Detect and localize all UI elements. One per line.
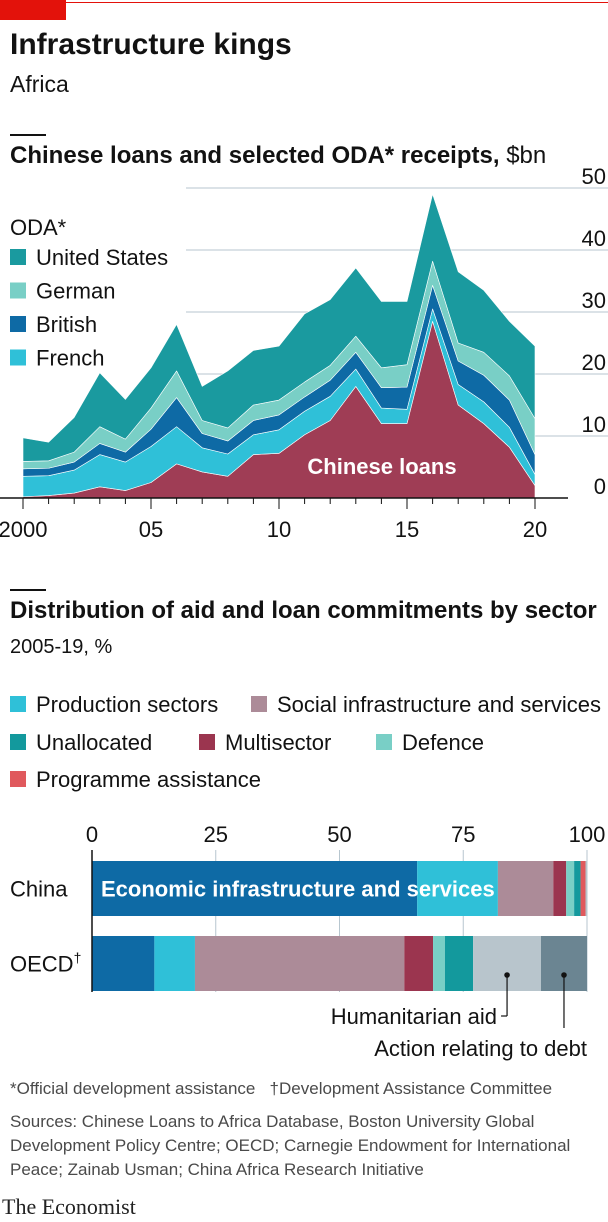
legend-label-programme-assistance: Programme assistance: [36, 767, 261, 792]
x-tick-label: 2000: [0, 517, 47, 542]
area-chart-title-text: Chinese loans and selected ODA* receipts…: [10, 142, 500, 169]
bar-segment-multisector: [404, 936, 434, 991]
legend-label-united-states: United States: [36, 245, 168, 270]
y-tick-label: 10: [582, 412, 606, 437]
section-rule-2: [10, 589, 46, 591]
area-chart-unit: $bn: [506, 142, 547, 169]
legend-label-defence: Defence: [402, 730, 484, 755]
bar-segment-production-sectors: [154, 936, 195, 991]
legend-label-social-infrastructure-and-services: Social infrastructure and services: [277, 692, 601, 717]
callout-humanitarian-aid: Humanitarian aid: [331, 1004, 497, 1029]
bar-segment-economic-infrastructure-and-services: [92, 861, 418, 916]
page-title: Infrastructure kings: [10, 28, 292, 61]
y-tick-label: 50: [582, 164, 606, 189]
x-tick-label: 10: [267, 517, 291, 542]
bar-segment-unallocated: [444, 936, 474, 991]
page-subtitle: Africa: [10, 71, 69, 97]
dagger-marker: †: [74, 950, 82, 966]
footnote-oda: *Official development assistance: [10, 1079, 256, 1098]
footnote-sources: Sources: Chinese Loans to Africa Databas…: [10, 1112, 571, 1179]
x-tick-label: 15: [395, 517, 419, 542]
legend-swatch-programme-assistance: [10, 771, 26, 787]
legend-swatch-defence: [376, 734, 392, 750]
bar-segment-unallocated: [574, 861, 581, 916]
legend-title: ODA*: [10, 215, 67, 240]
bar-x-tick-label: 100: [569, 822, 606, 847]
bar-chart-subtitle: 2005-19, %: [10, 636, 113, 658]
bar-category-label: China: [10, 877, 68, 902]
legend-swatch-british: [10, 316, 26, 332]
chinese-loans-annotation: Chinese loans: [307, 454, 456, 479]
legend-swatch-united-states: [10, 249, 26, 265]
legend-swatch-french: [10, 349, 26, 366]
area-chart-title: Chinese loans and selected ODA* receipts…: [10, 142, 546, 170]
footnote-line: *Official development assistance †Develo…: [10, 1077, 608, 1101]
area-united-states: [22, 193, 536, 462]
legend-label-production-sectors: Production sectors: [36, 692, 218, 717]
legend-label-german: German: [36, 279, 115, 304]
bar-segment-social-infrastructure-and-services: [497, 861, 554, 916]
legend-swatch-social-infrastructure-and-services: [251, 696, 267, 712]
legend-swatch-unallocated: [10, 734, 26, 750]
legend-label-british: British: [36, 312, 97, 337]
economist-logo: The Economist: [2, 1194, 136, 1219]
legend-label-multisector: Multisector: [225, 730, 331, 755]
y-tick-label: 30: [582, 288, 606, 313]
bar-x-tick-label: 25: [204, 822, 228, 847]
bar-segment-production-sectors: [417, 861, 498, 916]
bar-segment-multisector: [553, 861, 567, 916]
legend-swatch-german: [10, 282, 26, 299]
brand-tag: [0, 0, 66, 20]
footnote-dac: †Development Assistance Committee: [269, 1079, 553, 1098]
bar-segment-humanitarian-aid: [585, 861, 587, 916]
legend-swatch-multisector: [199, 734, 215, 750]
bar-segment-social-infrastructure-and-services: [194, 936, 405, 991]
bar-category-label: OECD†: [10, 950, 81, 977]
bar-segment-defence: [433, 936, 445, 991]
economic-infrastructure-label: Economic infrastructure and services: [101, 877, 495, 902]
bar-x-tick-label: 50: [327, 822, 351, 847]
x-tick-label: 20: [523, 517, 547, 542]
bar-x-tick-label: 75: [451, 822, 475, 847]
bar-chart-title: Distribution of aid and loan commitments…: [10, 597, 597, 624]
y-tick-label: 20: [582, 350, 606, 375]
header-rule: [0, 2, 608, 3]
y-tick-label: 0: [594, 474, 606, 499]
legend-swatch-production-sectors: [10, 696, 26, 712]
section-rule-1: [10, 134, 46, 136]
legend-label-french: French: [36, 346, 104, 371]
bar-segment-programme-assistance: [580, 861, 586, 916]
legend-label-unallocated: Unallocated: [36, 730, 152, 755]
bar-x-tick-label: 0: [86, 822, 98, 847]
y-tick-label: 40: [582, 226, 606, 251]
bar-segment-economic-infrastructure-and-services: [92, 936, 155, 991]
callout-action-relating-to-debt: Action relating to debt: [374, 1036, 587, 1061]
x-tick-label: 05: [139, 517, 163, 542]
bar-segment-defence: [566, 861, 575, 916]
